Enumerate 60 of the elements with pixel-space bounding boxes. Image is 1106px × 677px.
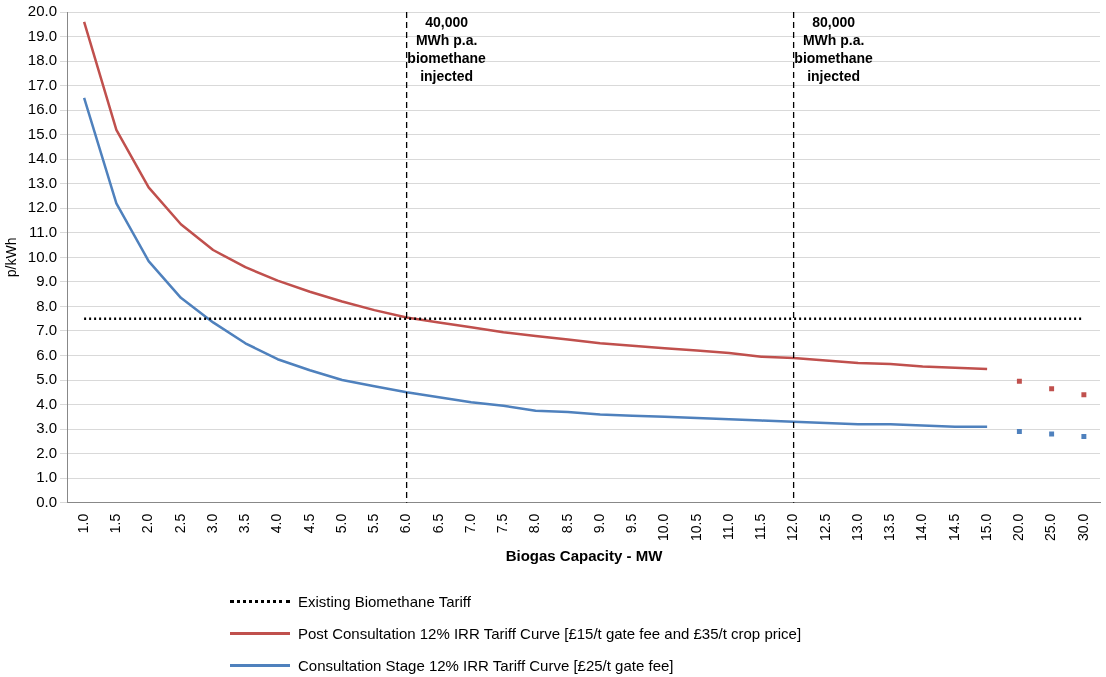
x-tick-label: 25.0 <box>1042 513 1059 541</box>
x-tick-label: 2.0 <box>139 513 156 534</box>
x-tick-label: 2.5 <box>171 513 188 534</box>
ref-line-label: 40,000 MWh p.a. biomethane injected <box>407 13 487 84</box>
y-tick-label: 18.0 <box>27 51 57 69</box>
legend-label: Post Consultation 12% IRR Tariff Curve [£15/t gate fee and £35/t crop price] <box>298 624 802 642</box>
y-tick-label: 10.0 <box>27 247 57 265</box>
x-tick-label: 20.0 <box>1010 513 1027 541</box>
y-axis-title: p/kWh <box>3 237 20 278</box>
x-tick-label: 3.5 <box>236 513 253 534</box>
y-tick-label: 9.0 <box>36 272 57 290</box>
y-tick-label: 2.0 <box>36 443 57 461</box>
legend-label: Existing Biomethane Tariff <box>298 592 471 610</box>
x-tick-label: 1.5 <box>107 513 124 534</box>
x-tick-label: 7.5 <box>494 513 511 534</box>
y-tick-label: 5.0 <box>36 370 57 388</box>
y-tick-label: 13.0 <box>27 173 57 191</box>
y-tick-label: 6.0 <box>36 345 57 363</box>
x-tick-label: 9.5 <box>623 513 640 534</box>
y-tick-label: 14.0 <box>27 149 57 167</box>
y-tick-label: 3.0 <box>36 419 57 437</box>
y-tick-label: 19.0 <box>27 26 57 44</box>
x-tick-label: 8.5 <box>558 513 575 534</box>
legend-label: Consultation Stage 12% IRR Tariff Curve [£25/t gate fee] <box>298 656 674 674</box>
y-tick-label: 15.0 <box>27 124 57 142</box>
y-tick-label: 7.0 <box>36 321 57 339</box>
x-tick-label: 9.0 <box>590 513 607 534</box>
x-tick-label: 11.5 <box>752 513 769 540</box>
y-tick-label: 8.0 <box>36 296 57 314</box>
x-tick-label: 7.0 <box>461 513 478 534</box>
x-tick-label: 12.5 <box>816 513 833 541</box>
x-tick-label: 13.0 <box>848 513 865 541</box>
y-tick-label: 1.0 <box>36 468 57 486</box>
x-tick-label: 6.0 <box>397 513 414 534</box>
y-tick-label: 16.0 <box>27 100 57 118</box>
x-tick-label: 14.5 <box>945 513 962 541</box>
x-tick-label: 10.5 <box>687 513 704 541</box>
y-tick-label: 4.0 <box>36 394 57 412</box>
x-tick-label: 12.0 <box>784 513 801 541</box>
x-tick-label: 4.5 <box>300 513 317 534</box>
x-tick-label: 15.0 <box>977 513 994 541</box>
x-tick-label: 6.5 <box>429 513 446 534</box>
x-tick-label: 10.0 <box>655 513 672 541</box>
x-tick-label: 8.0 <box>526 513 543 534</box>
y-tick-label: 11.0 <box>28 222 57 240</box>
y-tick-label: 20.0 <box>27 2 57 20</box>
y-tick-label: 17.0 <box>27 75 57 93</box>
x-tick-label: 4.0 <box>268 513 285 534</box>
x-tick-label: 5.0 <box>332 513 349 534</box>
ref-line-label: 80,000 MWh p.a. biomethane injected <box>794 13 874 84</box>
x-tick-label: 30.0 <box>1074 513 1091 541</box>
y-tick-label: 12.0 <box>27 198 57 216</box>
x-tick-label: 1.0 <box>74 513 91 534</box>
y-tick-label: 0.0 <box>36 492 57 510</box>
x-tick-label: 11.0 <box>719 513 736 540</box>
x-axis-title: Biogas Capacity - MW <box>505 547 664 565</box>
x-tick-label: 3.0 <box>203 513 220 534</box>
x-tick-label: 5.5 <box>365 513 382 534</box>
x-tick-label: 13.5 <box>881 513 898 541</box>
x-tick-label: 14.0 <box>913 513 930 541</box>
